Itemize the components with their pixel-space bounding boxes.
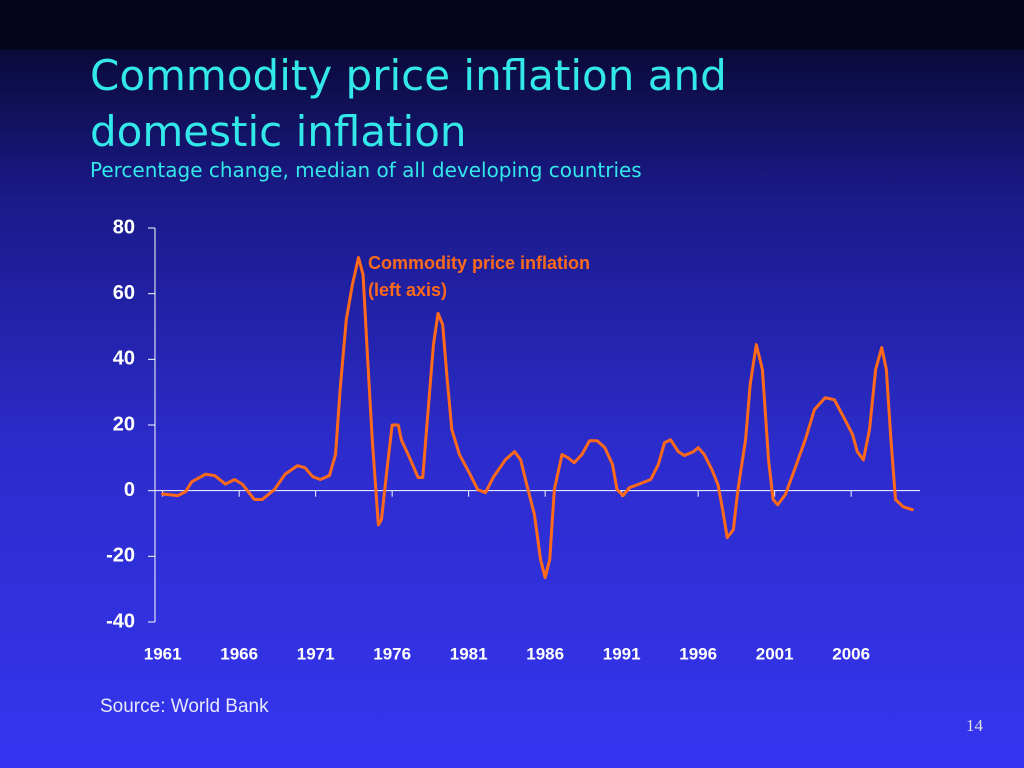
x-tick-label: 1976 — [373, 644, 411, 663]
y-tick-label: -40 — [106, 610, 135, 632]
x-tick-label: 1991 — [603, 644, 641, 663]
x-tick-label: 1981 — [450, 644, 488, 663]
x-tick-label: 1996 — [679, 644, 717, 663]
y-tick-label: 0 — [124, 479, 135, 501]
y-tick-label: 20 — [113, 413, 135, 435]
source: Source: World Bank — [100, 696, 269, 717]
y-tick-label: 60 — [113, 282, 135, 304]
y-tick-label: 80 — [113, 216, 135, 238]
series-line — [161, 256, 914, 580]
y-tick-label: -20 — [106, 545, 135, 567]
x-tick-label: 1961 — [144, 644, 182, 663]
x-tick-label: 1986 — [526, 644, 564, 663]
y-tick-label: 40 — [113, 348, 135, 370]
title: Commodity price inflation and domestic i… — [90, 51, 727, 156]
x-tick-label: 1971 — [297, 644, 335, 663]
series-label: Commodity price inflation — [368, 253, 590, 273]
x-tick-label: 1966 — [220, 644, 258, 663]
page-number: 14 — [966, 716, 983, 735]
x-tick-label: 2001 — [756, 644, 794, 663]
annotation: (left axis) — [368, 280, 447, 300]
subtitle: Percentage change, median of all develop… — [90, 158, 642, 182]
top-band — [0, 0, 1024, 50]
x-tick-label: 2006 — [832, 644, 870, 663]
